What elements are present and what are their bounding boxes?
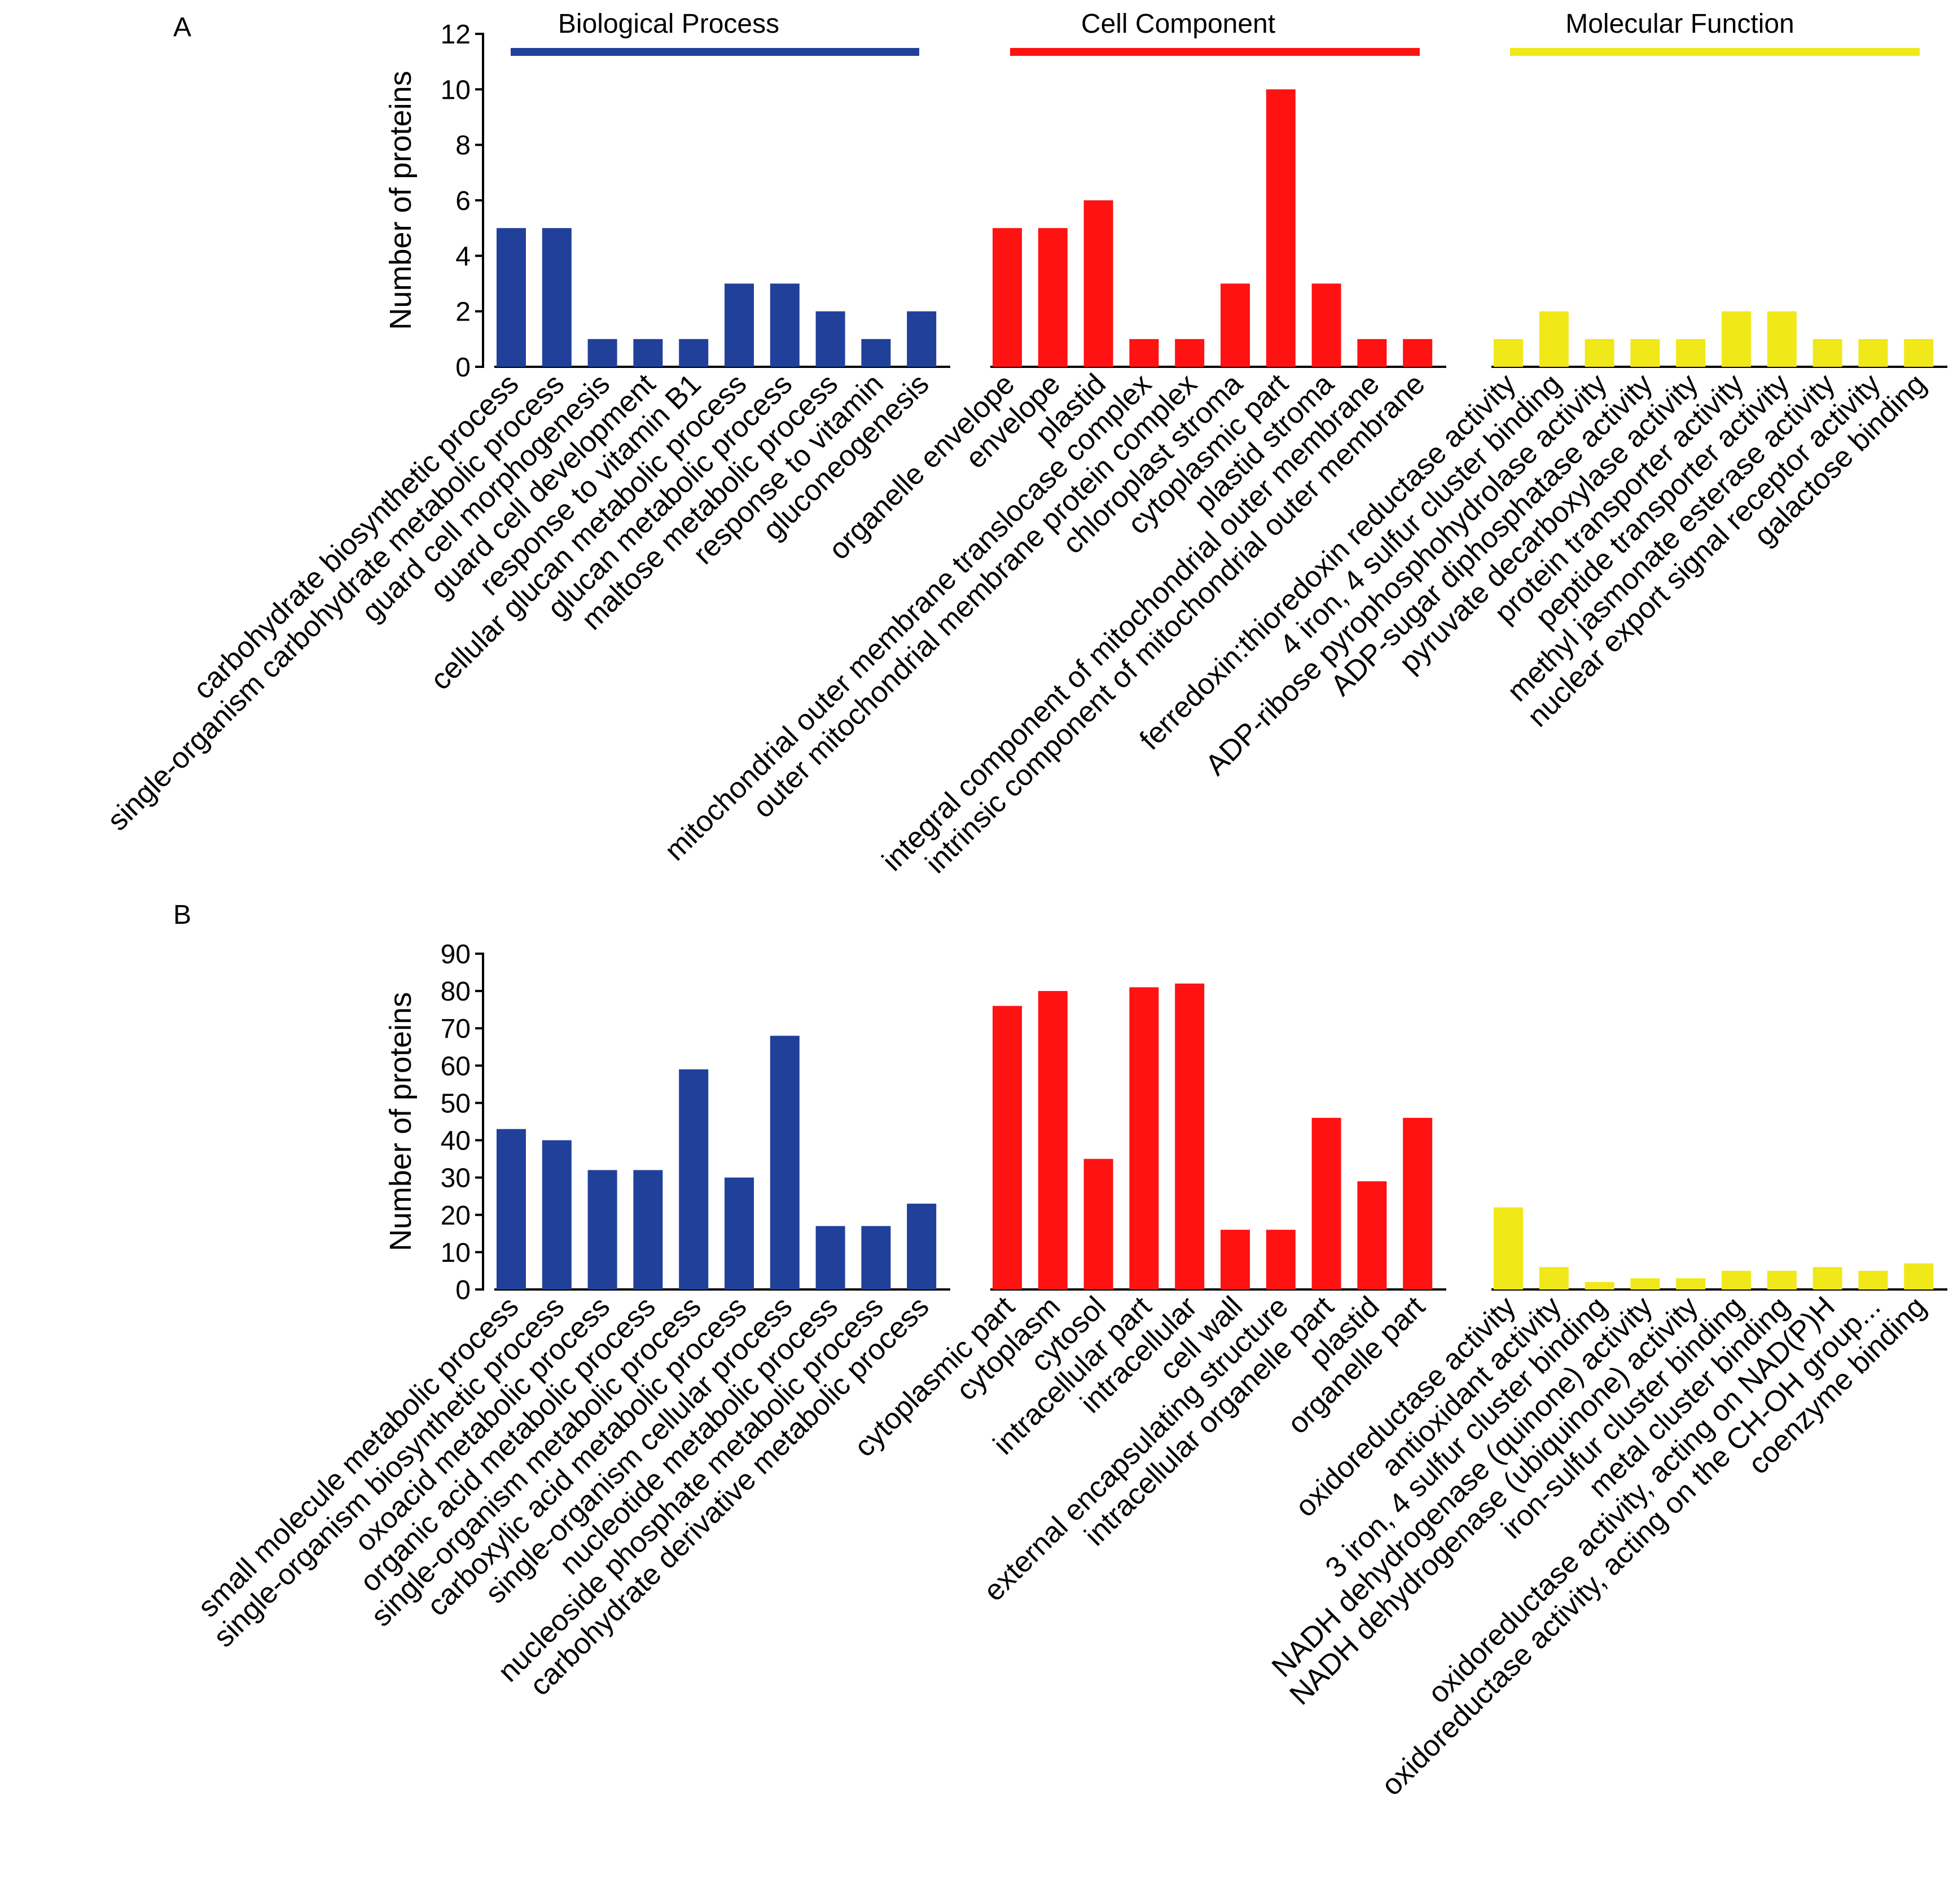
panel-b-bar-3-iron-4-sulfur-cluster-binding — [1585, 1282, 1614, 1289]
category-legend: Biological Process Cell Component Molecula… — [511, 9, 1920, 56]
legend-label-molecular-function: Molecular Function — [1565, 9, 1794, 39]
panel-a-bar-4-iron-4-sulfur-cluster-binding — [1539, 311, 1569, 367]
panel-a-bar-cytoplasmic-part — [1266, 89, 1296, 367]
panel-b-y-tick-label: 70 — [441, 1014, 471, 1044]
legend-label-biological-process: Biological Process — [558, 9, 779, 39]
panel-b-bar-plastid — [1357, 1181, 1387, 1289]
panel-a-y-tick-label: 10 — [441, 75, 471, 105]
panel-b-bar-nadh-dehydrogenase-ubiquinone-activity — [1676, 1278, 1706, 1289]
panel-b-y-tick-label: 0 — [455, 1275, 471, 1305]
panel-a-bar-gluconeogenesis — [907, 311, 937, 367]
panel-b-bar-coenzyme-binding — [1904, 1263, 1934, 1289]
panel-b-bar-carboxylic-acid-metabolic-process — [725, 1177, 754, 1289]
panel-a-y-tick-label: 12 — [441, 20, 471, 50]
panel-b-bar-cytoplasm — [1038, 991, 1068, 1289]
panel-a-bar-outer-mitochondrial-membrane-protein-complex — [1175, 339, 1205, 367]
panel-a-bar-guard-cell-development — [633, 339, 663, 367]
panel-b-bar-intracellular-organelle-part — [1311, 1117, 1341, 1289]
panel-b-bar-antioxidant-activity — [1539, 1267, 1569, 1289]
panel-a-bar-carbohydrate-biosynthetic-process — [497, 228, 526, 367]
panel-a-bar-nuclear-export-signal-receptor-activity — [1858, 339, 1888, 367]
panel-a-bar-chloroplast-stroma — [1221, 283, 1250, 367]
panel-a-bar-organelle-envelope — [993, 228, 1022, 367]
panel-a-bar-guard-cell-morphogenesis — [587, 339, 617, 367]
panel-b-bar-cell-wall — [1221, 1230, 1250, 1289]
panel-b-bar-intracellular — [1175, 983, 1205, 1289]
panel-a-y-tick-label: 4 — [455, 242, 471, 271]
panel-b-bar-nucleoside-phosphate-metabolic-process — [861, 1226, 891, 1289]
panel-a-y-tick-label: 2 — [455, 297, 471, 327]
panel-a-bar-maltose-metabolic-process — [815, 311, 845, 367]
panel-a-bar-intrinsic-component-of-mitochondrial-outer-membrane — [1403, 339, 1433, 367]
panel-b-y-tick-label: 80 — [441, 977, 471, 1007]
panel-a-bar-adp-sugar-diphosphatase-activity — [1630, 339, 1660, 367]
panel-b-bar-small-molecule-metabolic-process — [497, 1129, 526, 1289]
panel-b-bar-nadh-dehydrogenase-quinone-activity — [1630, 1278, 1660, 1289]
panel-b-bar-oxidoreductase-activity-acting-on-nad-p-h — [1812, 1267, 1842, 1289]
panel-b-bar-oxoacid-metabolic-process — [587, 1170, 617, 1289]
panel-a-bar-glucan-metabolic-process — [770, 283, 800, 367]
panel-b-y-tick-label: 30 — [441, 1164, 471, 1194]
panel-b-y-tick-label: 10 — [441, 1238, 471, 1268]
panel-b-y-axis-title: Number of proteins — [384, 992, 418, 1251]
panel-b-bar-single-organism-cellular-process — [770, 1036, 800, 1289]
panel-a-bar-single-organism-carbohydrate-metabolic-process — [542, 228, 572, 367]
panel-a-bar-mitochondrial-outer-membrane-translocase-complex — [1129, 339, 1159, 367]
panel-b-label: B — [173, 900, 191, 930]
panel-a-bar-adp-ribose-pyrophosphohydrolase-activity — [1585, 339, 1614, 367]
panel-a-bar-plastid-stroma — [1311, 283, 1341, 367]
panel-a-bar-galactose-binding — [1904, 339, 1934, 367]
panel-b-bar-oxidoreductase-activity-acting-on-the-ch-oh-group — [1858, 1270, 1888, 1289]
panel-a-bar-envelope — [1038, 228, 1068, 367]
panel-a-bar-ferredoxin-thioredoxin-reductase-activity — [1494, 339, 1523, 367]
panel-b-bar-organelle-part — [1403, 1117, 1433, 1289]
panel-b-bar-external-encapsulating-structure — [1266, 1230, 1296, 1289]
panel-b-bar-metal-cluster-binding — [1767, 1270, 1797, 1289]
panel-a-bar-integral-component-of-mitochondrial-outer-membrane — [1357, 339, 1387, 367]
panel-b-bar-nucleotide-metabolic-process — [815, 1226, 845, 1289]
panel-a-label: A — [173, 12, 191, 42]
panel-a-y-axis-title: Number of proteins — [384, 71, 418, 330]
legend-label-cell-component: Cell Component — [1081, 9, 1275, 39]
panel-a-y-tick-label: 6 — [455, 186, 471, 216]
panel-a-bar-response-to-vitamin — [861, 339, 891, 367]
panel-b-y-tick-label: 20 — [441, 1201, 471, 1231]
panel-b-bar-organic-acid-metabolic-process — [633, 1170, 663, 1289]
panel-b-y-tick-label: 40 — [441, 1126, 471, 1156]
panel-a-bar-cellular-glucan-metabolic-process — [725, 283, 754, 367]
panel-a-bar-protein-transporter-activity — [1722, 311, 1751, 367]
panel-a-y-tick-label: 0 — [455, 353, 471, 383]
panel-a-bar-plastid — [1083, 200, 1113, 367]
panel-b-y-tick-label: 90 — [441, 940, 471, 969]
panel-a-bar-methyl-jasmonate-esterase-activity — [1812, 339, 1842, 367]
panel-a-bar-peptide-transporter-activity — [1767, 311, 1797, 367]
panel-a-bar-response-to-vitamin-b1 — [679, 339, 709, 367]
panel-b-bar-carbohydrate-derivative-metabolic-process — [907, 1203, 937, 1289]
panel-b-y-tick-label: 50 — [441, 1089, 471, 1118]
panel-b-y-tick-label: 60 — [441, 1051, 471, 1081]
panel-b-bar-single-organism-metabolic-process — [679, 1069, 709, 1289]
panel-a-bar-pyruvate-decarboxylase-activity — [1676, 339, 1706, 367]
panel-b-bar-single-organism-biosynthetic-process — [542, 1140, 572, 1289]
panel-b-bar-cytosol — [1083, 1159, 1113, 1289]
panel-b-bar-iron-sulfur-cluster-binding — [1722, 1270, 1751, 1289]
panel-b-bar-cytoplasmic-part — [993, 1006, 1022, 1289]
panel-b-bar-intracellular-part — [1129, 987, 1159, 1289]
panel-a-y-tick-label: 8 — [455, 131, 471, 161]
panel-b-bar-oxidoreductase-activity — [1494, 1207, 1523, 1289]
